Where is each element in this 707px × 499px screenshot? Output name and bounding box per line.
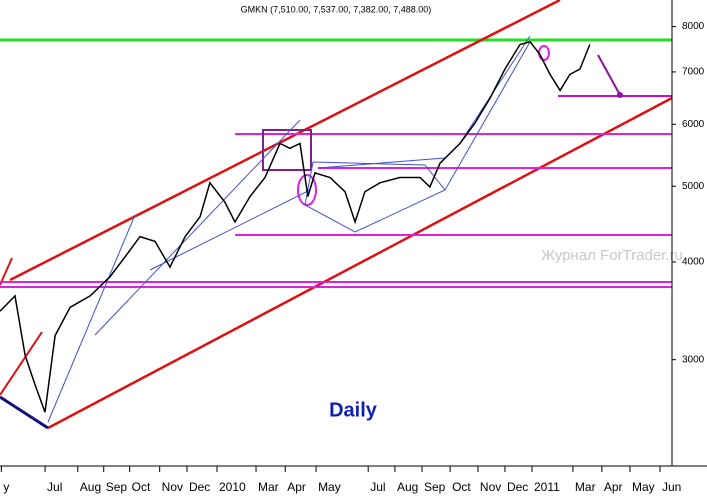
y-tick-label: 3000 — [682, 354, 705, 365]
x-tick-label: 2011 — [534, 480, 560, 494]
trend-line — [47, 214, 136, 423]
x-tick-label: Jul — [370, 480, 385, 494]
channel-upper — [9, 0, 561, 282]
x-tick-label: Oct — [132, 480, 151, 494]
price-line — [0, 40, 591, 413]
trend-line — [94, 119, 301, 336]
x-tick-label: Jul — [47, 480, 62, 494]
x-tick-label: y — [3, 480, 9, 494]
y-tick-label: 6000 — [682, 119, 705, 130]
trend-line — [317, 157, 446, 169]
circle — [297, 174, 317, 206]
annotations — [0, 0, 673, 430]
x-tick-label: Dec — [189, 480, 210, 494]
y-tick-label: 5000 — [682, 181, 705, 192]
annotation: Daily — [329, 399, 378, 421]
x-tick-label: Sep — [106, 480, 128, 494]
y-tick-label: 8000 — [682, 21, 705, 32]
x-tick-label: May — [632, 480, 655, 494]
x-tick-label: May — [318, 480, 341, 494]
x-tick-label: Nov — [480, 480, 501, 494]
x-tick-label: Sep — [424, 480, 446, 494]
x-tick-label: Aug — [80, 480, 101, 494]
x-tick-label: Nov — [162, 480, 183, 494]
trend-line — [149, 189, 311, 271]
x-tick-label: Mar — [258, 480, 279, 494]
chart-title: GMKN (7,510.00, 7,537.00, 7,382.00, 7,48… — [241, 4, 432, 14]
arrow-dot — [617, 92, 623, 98]
x-tick-label: Mar — [575, 480, 596, 494]
x-tick-label: Jun — [662, 480, 681, 494]
x-tick-label: Oct — [452, 480, 471, 494]
red-line — [0, 257, 13, 286]
y-tick-label: 7000 — [682, 67, 705, 78]
trend-line — [444, 41, 531, 191]
red-line — [0, 331, 43, 396]
x-tick-label: 2010 — [219, 480, 246, 494]
channel-lower — [47, 96, 673, 430]
watermark: Журнал ForTrader.ru — [541, 247, 683, 264]
y-tick-label: 4000 — [682, 257, 705, 268]
box — [262, 129, 312, 171]
x-tick-label: Apr — [604, 480, 623, 494]
navy-line — [0, 395, 49, 430]
x-tick-label: Dec — [507, 480, 528, 494]
x-tick-label: Apr — [287, 480, 306, 494]
wedge — [304, 161, 446, 233]
x-tick-label: Aug — [397, 480, 418, 494]
arrow-line — [597, 54, 621, 96]
